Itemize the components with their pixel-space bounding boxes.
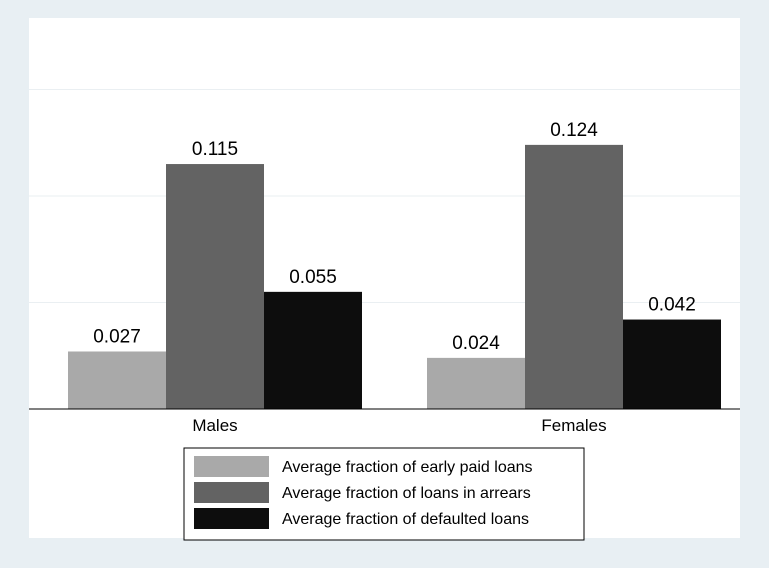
data-label-males-series-1: 0.027 bbox=[93, 326, 141, 347]
bar-females-series-2 bbox=[525, 144, 623, 409]
bar-females-series-3 bbox=[623, 319, 721, 409]
legend: Average fraction of early paid loans Aver… bbox=[183, 447, 585, 541]
bar-males-series-2 bbox=[166, 164, 264, 409]
legend-label-1: Average fraction of early paid loans bbox=[282, 459, 533, 476]
bar-males-series-3 bbox=[264, 291, 362, 409]
bar-females-series-1 bbox=[427, 357, 525, 409]
data-label-females-series-3: 0.042 bbox=[648, 295, 696, 316]
data-label-females-series-1: 0.024 bbox=[452, 333, 500, 354]
data-labels: 0.027 0.115 0.055 0.024 0.124 0.042 bbox=[93, 120, 696, 354]
legend-label-2: Average fraction of loans in arrears bbox=[282, 485, 531, 502]
legend-label-3: Average fraction of defaulted loans bbox=[282, 511, 529, 528]
x-tick-label-females: Females bbox=[541, 416, 606, 435]
bars bbox=[68, 144, 721, 409]
data-label-males-series-3: 0.055 bbox=[289, 267, 337, 288]
legend-swatch-1 bbox=[194, 456, 269, 477]
data-label-males-series-2: 0.115 bbox=[192, 139, 238, 160]
bar-males-series-1 bbox=[68, 351, 166, 409]
x-tick-label-males: Males bbox=[192, 416, 237, 435]
legend-swatch-2 bbox=[194, 482, 269, 503]
legend-swatch-3 bbox=[194, 508, 269, 529]
x-tick-labels: Males Females bbox=[192, 416, 606, 435]
data-label-females-series-2: 0.124 bbox=[550, 120, 598, 141]
